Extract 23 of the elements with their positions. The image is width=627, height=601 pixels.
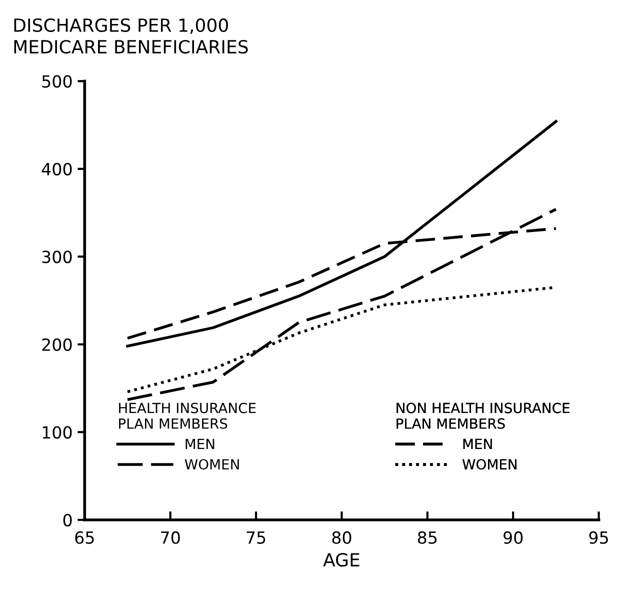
legend-label: WOMEN	[184, 459, 239, 470]
legend-label: WOMEN	[462, 459, 516, 470]
x-tick-label: 75	[246, 531, 266, 544]
y-tick-label: 200	[42, 338, 72, 351]
line-series	[126, 208, 558, 402]
y-axis-title: DISCHARGES PER 1,000 MEDICARE BENEFICIARIES	[14, 18, 248, 54]
y-tick-label: 400	[42, 162, 72, 176]
legend-label: MEN	[186, 438, 214, 449]
x-tick-label: 95	[589, 531, 608, 544]
legend-label: MEN	[463, 438, 492, 449]
y-tick-label: 100	[42, 426, 72, 439]
line-series	[126, 120, 558, 348]
y-tick-label: 0	[63, 514, 72, 526]
y-tick-label: 500	[42, 75, 72, 88]
x-tick-label: 65	[75, 531, 94, 544]
x-tick-label: 70	[161, 531, 180, 544]
x-tick-label: 80	[332, 531, 352, 544]
x-tick-label: 90	[504, 531, 523, 544]
y-tick-label: 300	[42, 250, 72, 264]
annotation: HEALTH INSURANCE PLAN MEMBERS	[119, 402, 256, 429]
x-axis-title: AGE	[323, 552, 360, 567]
annotation: NON HEALTH INSURANCE PLAN MEMBERS	[396, 402, 570, 429]
x-tick-label: 85	[418, 531, 437, 544]
